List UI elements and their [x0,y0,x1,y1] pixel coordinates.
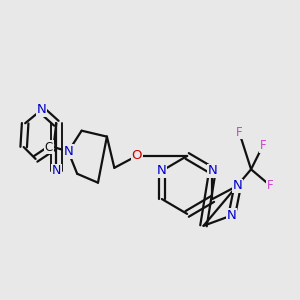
Text: N: N [208,164,217,177]
Text: N: N [233,179,243,192]
Text: N: N [227,209,237,222]
Text: N: N [52,164,61,177]
Text: N: N [157,164,167,177]
Text: N: N [37,103,46,116]
Text: F: F [267,179,274,192]
Text: O: O [131,149,142,162]
Text: F: F [260,139,266,152]
Text: N: N [63,145,73,158]
Text: F: F [236,126,242,139]
Text: C: C [45,140,53,154]
